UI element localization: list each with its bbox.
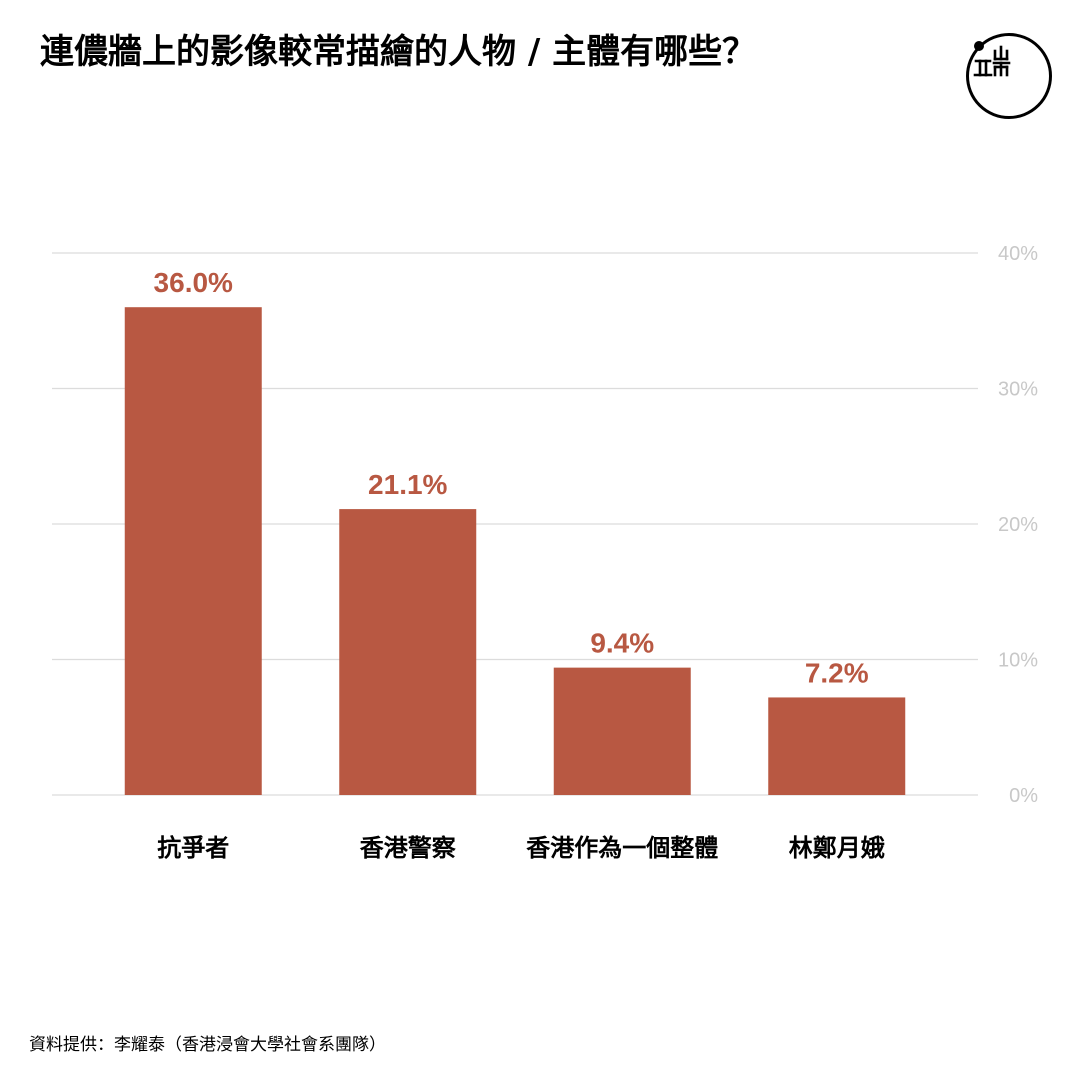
value-label: 21.1% [368, 469, 447, 500]
value-label: 9.4% [590, 628, 654, 659]
y-tick-label: 40% [998, 243, 1038, 265]
value-label: 7.2% [805, 657, 869, 688]
category-label: 香港作為一個整體 [526, 834, 718, 862]
chart-title: 連儂牆上的影像較常描繪的人物 / 主體有哪些？ [40, 32, 757, 72]
y-axis-tick-labels: 0% 10% 20% 30% 40% [998, 243, 1038, 807]
value-labels: 36.0% 21.1% 9.4% 7.2% [154, 267, 869, 688]
value-label: 36.0% [154, 267, 233, 298]
category-label: 抗爭者 [157, 834, 229, 862]
bar [124, 307, 262, 795]
bar [339, 509, 477, 795]
category-label: 林鄭月娥 [789, 834, 885, 862]
bars [124, 307, 906, 795]
source-note: 資料提供：李耀泰（香港浸會大學社會系團隊） [29, 1035, 386, 1055]
category-labels: 抗爭者 香港警察 香港作為一個整體 林鄭月娥 [157, 834, 885, 862]
y-tick-label: 10% [998, 650, 1038, 672]
y-tick-label: 30% [998, 379, 1038, 401]
y-tick-label: 0% [1009, 785, 1038, 807]
category-label: 香港警察 [360, 834, 457, 862]
bar [768, 697, 906, 795]
initium-logo-icon [966, 33, 1052, 119]
bar [553, 667, 691, 795]
y-tick-label: 20% [998, 514, 1038, 536]
